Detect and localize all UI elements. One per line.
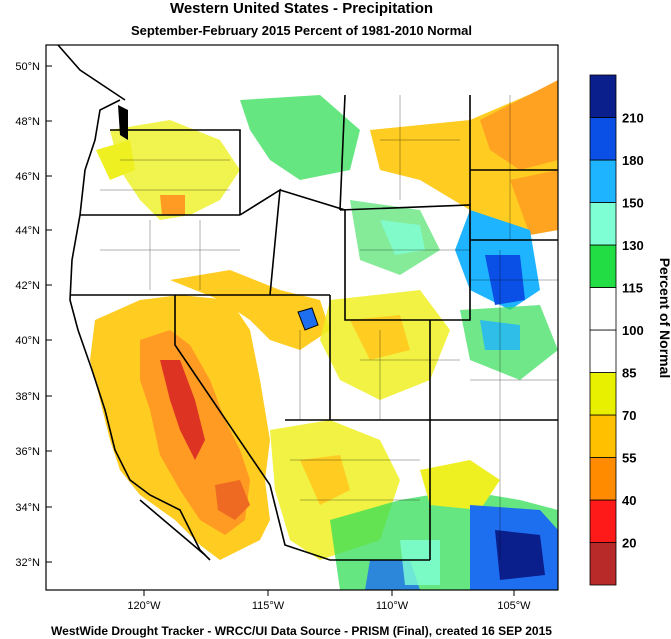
legend-swatch (589, 74, 617, 118)
lat-tick: 44°N (15, 225, 52, 237)
legend-swatch (589, 329, 617, 373)
legend-label: 115 (622, 281, 643, 296)
lat-tick: 50°N (15, 61, 52, 73)
lat-axis: 50°N 48°N 46°N 44°N 42°N 40°N 38°N 36°N … (15, 61, 52, 569)
legend-swatch (589, 414, 617, 458)
lat-tick: 38°N (15, 391, 52, 403)
svg-text:34°N: 34°N (15, 502, 40, 514)
svg-text:48°N: 48°N (15, 116, 40, 128)
svg-text:50°N: 50°N (15, 61, 40, 73)
svg-text:105°W: 105°W (497, 600, 531, 612)
legend-label: 55 (622, 451, 636, 466)
svg-text:40°N: 40°N (15, 335, 40, 347)
svg-text:42°N: 42°N (15, 280, 40, 292)
legend-label: 70 (622, 408, 636, 423)
legend-label: 130 (622, 238, 644, 253)
state-boundaries (70, 94, 558, 561)
legend-label: 180 (622, 153, 644, 168)
legend-swatch (589, 457, 617, 501)
legend-label: 40 (622, 493, 636, 508)
lat-tick: 40°N (15, 335, 52, 347)
county-boundaries (100, 95, 558, 560)
legend-label: 210 (622, 111, 644, 126)
svg-text:110°W: 110°W (376, 600, 409, 612)
lat-tick: 32°N (15, 557, 52, 569)
legend-label: 100 (622, 323, 644, 338)
svg-text:115°W: 115°W (252, 600, 285, 612)
lat-tick: 42°N (15, 280, 52, 292)
lon-tick: 115°W (252, 590, 285, 612)
svg-text:32°N: 32°N (15, 557, 40, 569)
lat-tick: 48°N (15, 116, 52, 128)
legend-swatch (589, 159, 617, 203)
lon-tick: 105°W (497, 590, 531, 612)
map-frame (45, 44, 559, 591)
svg-text:120°W: 120°W (127, 600, 161, 612)
puget-sound (118, 105, 128, 140)
legend-swatch (589, 542, 617, 586)
great-salt-lake (297, 307, 319, 331)
map-area (46, 45, 558, 590)
svg-text:38°N: 38°N (15, 391, 40, 403)
svg-text:46°N: 46°N (15, 171, 40, 183)
legend-swatch (589, 287, 617, 331)
lon-tick: 110°W (376, 590, 409, 612)
lat-tick: 46°N (15, 171, 52, 183)
lat-tick: 36°N (15, 446, 52, 458)
lat-tick: 34°N (15, 502, 52, 514)
map-title: Western United States - Precipitation (169, 0, 434, 17)
precip-patches (90, 80, 558, 590)
svg-text:44°N: 44°N (15, 225, 40, 237)
coastline (57, 45, 211, 561)
legend-swatch (589, 244, 617, 288)
credit-line: WestWide Drought Tracker - WRCC/UI Data … (51, 624, 552, 638)
legend-label: 150 (622, 196, 644, 211)
lon-axis: 120°W 115°W 110°W 105°W (127, 590, 531, 612)
map-subtitle: September-February 2015 Percent of 1981-… (130, 23, 473, 38)
legend-swatch (589, 117, 617, 161)
legend-swatch (589, 372, 617, 416)
lon-tick: 120°W (127, 590, 161, 612)
legend-title: Percent of Normal (657, 258, 671, 379)
legend-swatch (589, 202, 617, 246)
legend-label: 85 (622, 366, 636, 381)
legend-swatch (589, 499, 617, 543)
svg-text:36°N: 36°N (15, 446, 40, 458)
legend-label: 20 (622, 536, 636, 551)
legend-colorbar: 20 40 55 70 85 100 115 130 150 180 210 (589, 74, 644, 586)
